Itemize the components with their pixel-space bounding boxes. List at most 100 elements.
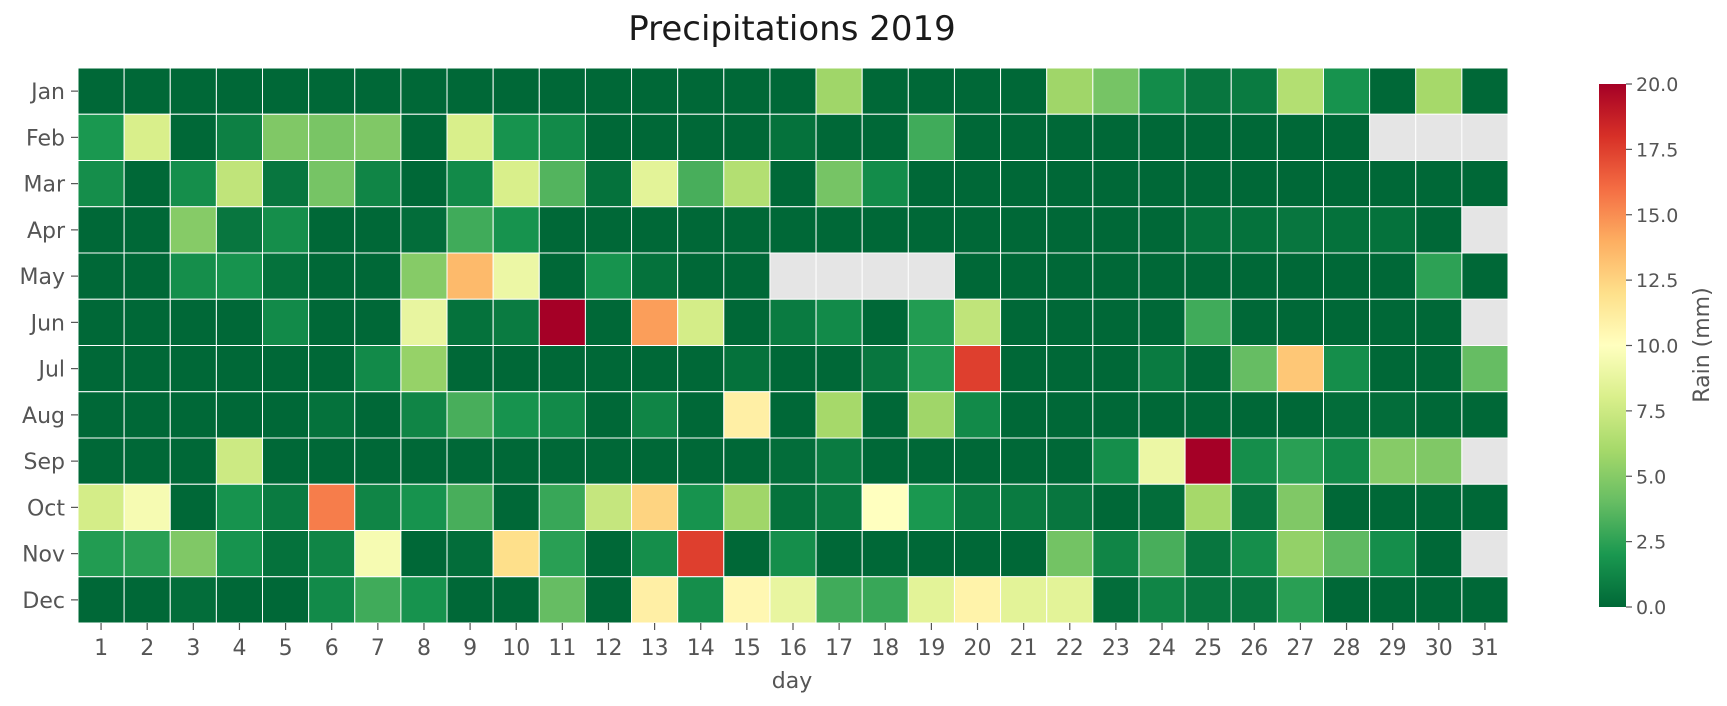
heatmap-cell-apr-12: [584, 206, 633, 254]
heatmap-cell-nov-28: [1322, 530, 1371, 578]
heatmap-cell-jul-2: [123, 345, 171, 393]
heatmap-cell-mar-6: [308, 160, 356, 208]
colorbar-tick-label: 20.0: [1636, 74, 1678, 96]
heatmap-cell-dec-26: [1230, 576, 1278, 624]
x-tick-label: 9: [463, 636, 477, 661]
heatmap-cell-jan-28: [1322, 67, 1371, 115]
heatmap-cell-dec-1: [77, 576, 125, 624]
heatmap-cell-feb-29: [1369, 113, 1417, 161]
heatmap-cell-oct-23: [1092, 483, 1140, 531]
heatmap-cell-jul-16: [769, 345, 817, 393]
heatmap-cell-may-23: [1092, 252, 1140, 300]
heatmap-cell-dec-31: [1461, 576, 1509, 624]
heatmap-cell-may-28: [1322, 252, 1371, 300]
y-tick-label: Mar: [23, 173, 65, 198]
heatmap-cell-oct-5: [262, 483, 310, 531]
heatmap-cell-may-9: [446, 252, 494, 300]
heatmap-cell-sep-18: [861, 437, 909, 485]
heatmap-cell-sep-14: [677, 437, 725, 485]
heatmap-cell-dec-13: [631, 576, 679, 624]
heatmap-cell-may-29: [1369, 252, 1417, 300]
heatmap-cell-jul-31: [1461, 345, 1509, 393]
heatmap-cell-jun-19: [907, 298, 955, 346]
x-tick-label: 28: [1333, 636, 1361, 661]
heatmap-cell-feb-16: [769, 113, 817, 161]
heatmap-cell-jul-7: [354, 345, 402, 393]
heatmap-cell-apr-20: [953, 206, 1002, 254]
x-tick-label: 11: [548, 636, 576, 661]
heatmap-cell-mar-9: [446, 160, 494, 208]
heatmap-cell-apr-13: [631, 206, 679, 254]
heatmap-cell-dec-21: [1000, 576, 1048, 624]
heatmap-cell-dec-25: [1184, 576, 1232, 624]
heatmap-cell-jan-22: [1046, 67, 1094, 115]
heatmap-cell-aug-5: [262, 391, 310, 439]
heatmap-cell-jun-17: [815, 298, 863, 346]
heatmap-cell-aug-2: [123, 391, 171, 439]
x-tick-label: 1: [94, 636, 108, 661]
heatmap-cell-jul-14: [677, 345, 725, 393]
x-tick-label: 29: [1379, 636, 1407, 661]
heatmap-cell-nov-9: [446, 530, 494, 578]
heatmap-cell-may-30: [1415, 252, 1463, 300]
heatmap-cell-aug-13: [631, 391, 679, 439]
y-tick-label: May: [20, 265, 65, 290]
heatmap-cell-aug-14: [677, 391, 725, 439]
heatmap-cell-jan-3: [169, 67, 217, 115]
y-tick-label: Aug: [22, 404, 65, 429]
heatmap-cell-nov-17: [815, 530, 863, 578]
x-tick-label: 8: [417, 636, 431, 661]
heatmap-cell-apr-11: [538, 206, 586, 254]
y-tick-label: Sep: [24, 450, 65, 475]
heatmap-cell-dec-10: [492, 576, 540, 624]
heatmap-cell-may-17: [815, 252, 863, 300]
y-tick-label: Feb: [26, 126, 65, 151]
x-tick-label: 26: [1240, 636, 1268, 661]
heatmap-cell-mar-8: [400, 160, 448, 208]
heatmap-cell-feb-10: [492, 113, 540, 161]
heatmap-cell-may-14: [677, 252, 725, 300]
colorbar-tick-label: 17.5: [1636, 139, 1678, 161]
heatmap-cell-jan-14: [677, 67, 725, 115]
heatmap-cell-dec-20: [953, 576, 1002, 624]
heatmap-cell-jun-6: [308, 298, 356, 346]
y-tick-label: Apr: [27, 219, 66, 244]
heatmap-cell-jul-26: [1230, 345, 1278, 393]
heatmap-cell-may-6: [308, 252, 356, 300]
x-tick-label: 13: [641, 636, 669, 661]
heatmap-cell-dec-27: [1276, 576, 1324, 624]
heatmap-cell-apr-4: [215, 206, 264, 254]
heatmap-cell-jul-5: [262, 345, 310, 393]
heatmap-cell-may-2: [123, 252, 171, 300]
heatmap-cell-dec-7: [354, 576, 402, 624]
heatmap-cell-aug-29: [1369, 391, 1417, 439]
heatmap-cell-may-19: [907, 252, 955, 300]
heatmap-cell-jun-20: [953, 298, 1002, 346]
heatmap-cell-mar-19: [907, 160, 955, 208]
heatmap-cell-jul-4: [215, 345, 264, 393]
heatmap-cell-sep-26: [1230, 437, 1278, 485]
heatmap-cell-sep-5: [262, 437, 310, 485]
heatmap-cell-aug-31: [1461, 391, 1509, 439]
heatmap-cell-aug-19: [907, 391, 955, 439]
heatmap-cell-sep-19: [907, 437, 955, 485]
heatmap-cell-jun-28: [1322, 298, 1371, 346]
heatmap-cell-jan-25: [1184, 67, 1232, 115]
heatmap-cell-nov-11: [538, 530, 586, 578]
heatmap-cell-aug-27: [1276, 391, 1324, 439]
heatmap-cell-aug-3: [169, 391, 217, 439]
heatmap-cell-mar-24: [1138, 160, 1186, 208]
heatmap-cell-oct-8: [400, 483, 448, 531]
heatmap-cell-jul-13: [631, 345, 679, 393]
heatmap-cell-jun-7: [354, 298, 402, 346]
heatmap-cell-apr-10: [492, 206, 540, 254]
heatmap-cell-aug-18: [861, 391, 909, 439]
heatmap-cell-may-12: [584, 252, 633, 300]
heatmap-cell-jul-28: [1322, 345, 1371, 393]
heatmap-cell-feb-24: [1138, 113, 1186, 161]
heatmap-cell-sep-8: [400, 437, 448, 485]
heatmap-cell-oct-20: [953, 483, 1002, 531]
x-tick-label: 31: [1471, 636, 1499, 661]
heatmap-cell-feb-7: [354, 113, 402, 161]
heatmap-cell-jul-29: [1369, 345, 1417, 393]
